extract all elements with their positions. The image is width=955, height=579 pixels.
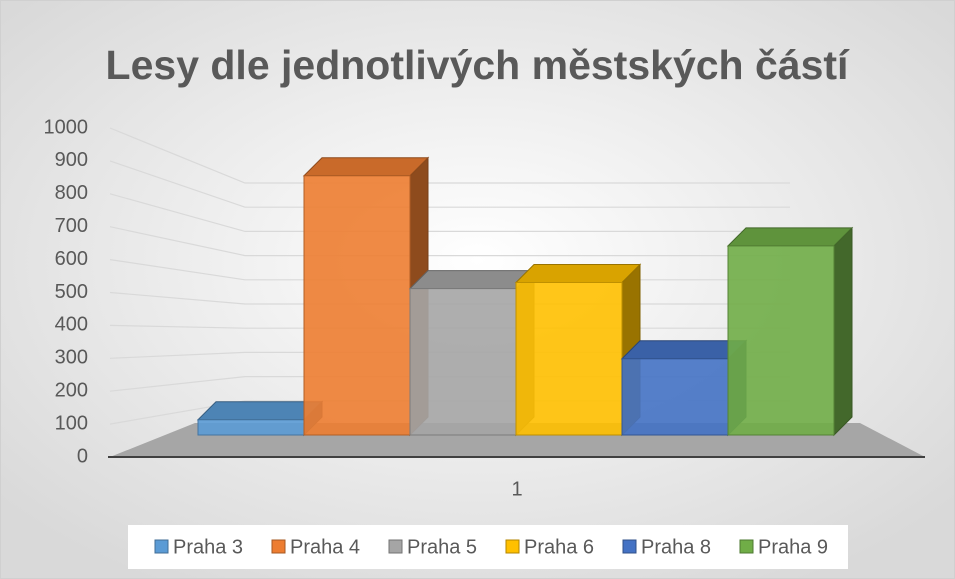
bar-side bbox=[833, 226, 853, 437]
bar bbox=[621, 358, 729, 436]
legend-swatch bbox=[505, 539, 520, 554]
grid-line bbox=[109, 160, 790, 208]
bar-top bbox=[196, 401, 324, 421]
y-tick-label: 200 bbox=[55, 379, 88, 401]
x-tick-label: 1 bbox=[511, 478, 522, 500]
y-tick-label: 1000 bbox=[44, 116, 89, 138]
legend-swatch bbox=[154, 539, 169, 554]
y-tick-label: 500 bbox=[55, 281, 88, 303]
legend-swatch bbox=[739, 539, 754, 554]
legend-label: Praha 4 bbox=[290, 536, 360, 558]
legend bbox=[128, 525, 848, 569]
bar bbox=[197, 419, 305, 436]
bar-top bbox=[620, 340, 748, 360]
legend-label: Praha 5 bbox=[407, 536, 477, 558]
legend-swatch bbox=[622, 539, 637, 554]
bar bbox=[409, 288, 517, 436]
y-tick-label: 100 bbox=[55, 412, 88, 434]
y-tick-label: 0 bbox=[77, 445, 88, 467]
y-tick-label: 700 bbox=[55, 215, 88, 237]
bar bbox=[303, 175, 411, 436]
legend-label: Praha 8 bbox=[641, 536, 711, 558]
chart-title: Lesy dle jednotlivých městských částí bbox=[106, 42, 850, 88]
bar-top bbox=[302, 157, 430, 177]
legend-label: Praha 9 bbox=[758, 536, 828, 558]
bar bbox=[515, 282, 623, 436]
bar bbox=[727, 245, 835, 436]
y-tick-label: 600 bbox=[55, 248, 88, 270]
bar-top bbox=[514, 264, 642, 283]
grid-line bbox=[109, 226, 790, 257]
grid-line bbox=[109, 127, 790, 184]
y-tick-label: 900 bbox=[55, 149, 88, 171]
bar-top bbox=[408, 270, 536, 290]
legend-label: Praha 3 bbox=[173, 536, 243, 558]
y-tick-label: 300 bbox=[55, 347, 88, 369]
legend-label: Praha 6 bbox=[524, 536, 594, 558]
legend-swatch bbox=[388, 539, 403, 554]
y-tick-label: 400 bbox=[55, 314, 88, 336]
y-tick-label: 800 bbox=[55, 182, 88, 204]
grid-line bbox=[109, 193, 790, 232]
bar-top bbox=[726, 227, 854, 247]
legend-swatch bbox=[271, 539, 286, 554]
